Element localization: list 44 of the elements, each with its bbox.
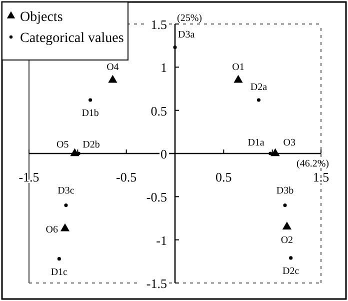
point xyxy=(268,152,272,156)
x-tick-label: 0.5 xyxy=(216,170,232,184)
annotation: D2b xyxy=(82,140,100,150)
x-tick-label: -0.5 xyxy=(116,170,137,184)
point xyxy=(173,46,177,50)
point xyxy=(76,152,80,156)
point xyxy=(60,223,70,232)
annotation: O5 xyxy=(56,140,69,150)
annotation: D1a xyxy=(248,138,265,148)
point xyxy=(108,74,118,83)
annotation: O4 xyxy=(106,62,119,74)
y-tick-label: -1.5 xyxy=(146,276,167,291)
point xyxy=(234,74,243,83)
y-tick-label: -1 xyxy=(156,232,167,248)
point xyxy=(283,204,287,208)
point xyxy=(70,148,80,156)
legend-label: Objects xyxy=(20,10,63,25)
annotation: O1 xyxy=(232,62,244,74)
point xyxy=(282,222,292,230)
legend-label: Categorical values xyxy=(20,31,124,46)
annotation: D2c xyxy=(282,266,300,277)
point xyxy=(57,257,61,261)
annotation: D1c xyxy=(50,266,68,278)
annotation: O6 xyxy=(46,224,58,236)
annotation: D2a xyxy=(250,82,268,93)
annotation: D1b xyxy=(82,108,99,119)
annotation: D3b xyxy=(276,185,294,196)
y-axis-title: (25%) xyxy=(177,13,202,24)
annotation: O3 xyxy=(283,138,296,148)
x-axis-title: (46.2%) xyxy=(296,158,329,170)
y-tick-label: 1 xyxy=(160,60,167,76)
point xyxy=(256,98,260,102)
annotation: O2 xyxy=(280,234,294,246)
x-tick-label: 1.5 xyxy=(312,170,330,184)
point xyxy=(289,256,293,260)
y-tick-label: 1.5 xyxy=(150,17,167,32)
annotation: D3a xyxy=(178,29,196,40)
y-tick-label: 0.5 xyxy=(150,103,167,118)
point xyxy=(64,204,68,208)
point xyxy=(270,148,280,156)
y-tick-label: 0 xyxy=(160,146,167,162)
y-tick-label: -0.5 xyxy=(146,190,167,205)
annotation: D3c xyxy=(58,185,75,196)
point xyxy=(88,98,92,102)
